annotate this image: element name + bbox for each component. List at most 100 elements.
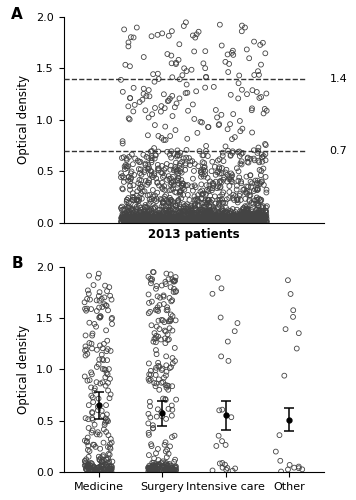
Point: [125, 218, 131, 226]
Point: [173, 467, 179, 475]
Point: [135, 217, 141, 225]
Point: [176, 216, 182, 224]
Point: [237, 212, 243, 220]
Point: [178, 212, 183, 220]
Point: [172, 464, 178, 471]
Point: [161, 218, 167, 226]
Point: [103, 464, 109, 472]
Point: [192, 34, 198, 42]
Point: [164, 468, 169, 475]
Point: [230, 205, 236, 213]
Point: [151, 461, 156, 469]
Point: [164, 467, 170, 475]
Point: [189, 218, 195, 226]
Text: 1.4: 1.4: [330, 74, 347, 84]
Point: [105, 431, 111, 439]
Point: [174, 176, 180, 184]
Point: [82, 298, 88, 306]
Point: [202, 208, 208, 216]
Point: [191, 218, 197, 226]
Point: [242, 207, 247, 215]
Point: [228, 207, 234, 215]
Point: [146, 464, 151, 471]
Point: [157, 362, 162, 370]
Point: [164, 384, 169, 392]
Point: [151, 379, 157, 387]
Point: [108, 466, 114, 474]
Point: [216, 432, 221, 440]
Point: [131, 215, 136, 223]
Point: [172, 218, 177, 226]
Point: [162, 441, 167, 449]
Point: [96, 304, 102, 312]
Point: [141, 151, 146, 159]
Point: [86, 290, 91, 298]
Point: [203, 212, 209, 220]
Point: [149, 465, 155, 473]
Point: [230, 148, 235, 156]
Point: [246, 218, 251, 226]
Point: [299, 466, 305, 473]
Point: [248, 213, 254, 221]
Point: [156, 218, 162, 226]
Point: [222, 168, 228, 176]
Point: [178, 176, 184, 184]
Point: [240, 186, 246, 194]
Point: [170, 202, 176, 209]
Point: [185, 216, 191, 224]
Point: [142, 208, 147, 216]
Point: [162, 334, 168, 342]
Point: [169, 402, 175, 409]
Point: [264, 218, 270, 226]
Point: [258, 198, 263, 205]
Point: [181, 22, 187, 30]
Point: [87, 339, 92, 347]
Point: [205, 218, 211, 226]
Point: [137, 176, 142, 184]
Point: [161, 166, 167, 174]
Point: [262, 218, 267, 226]
Point: [214, 214, 220, 222]
Point: [162, 326, 168, 334]
Point: [97, 296, 103, 304]
Point: [186, 154, 192, 162]
Point: [254, 216, 260, 224]
Point: [148, 198, 153, 205]
Point: [148, 214, 153, 222]
Point: [199, 206, 205, 214]
Point: [157, 212, 163, 220]
Point: [250, 86, 255, 94]
Point: [160, 218, 166, 226]
Point: [205, 196, 211, 204]
Point: [239, 217, 245, 225]
Point: [178, 207, 183, 215]
Point: [124, 218, 130, 226]
Point: [225, 50, 230, 58]
Point: [166, 210, 172, 218]
Point: [108, 445, 113, 453]
Point: [191, 218, 197, 226]
Point: [125, 218, 131, 226]
Point: [287, 461, 293, 469]
Point: [193, 214, 199, 222]
Point: [244, 207, 250, 215]
Point: [218, 213, 224, 221]
Point: [133, 204, 139, 212]
Point: [154, 282, 159, 290]
Point: [146, 164, 152, 172]
Point: [153, 285, 159, 293]
Point: [225, 216, 230, 224]
Point: [159, 210, 165, 218]
Point: [247, 210, 253, 218]
Point: [201, 213, 207, 221]
Point: [94, 378, 99, 386]
Point: [163, 352, 169, 360]
Point: [220, 198, 225, 206]
Point: [185, 216, 191, 224]
Point: [253, 216, 258, 224]
Point: [231, 214, 237, 222]
Point: [93, 322, 99, 330]
Point: [164, 216, 169, 224]
Point: [133, 210, 139, 218]
Point: [136, 216, 142, 224]
